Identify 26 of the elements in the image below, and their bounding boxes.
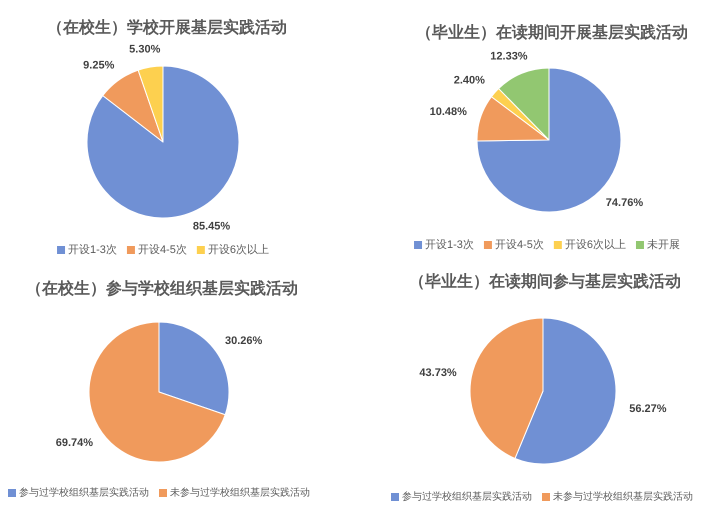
data-label: 74.76%	[606, 197, 644, 210]
legend-label: 开设1-3次	[68, 244, 117, 256]
data-label: 9.25%	[83, 60, 115, 72]
legend-label: 未开展	[646, 238, 680, 251]
data-label: 30.26%	[224, 334, 263, 347]
chart-title: （毕业生）在读期间开展基层实践活动	[416, 24, 688, 42]
data-label: 2.40%	[454, 74, 486, 87]
chart-title: （毕业生）在读期间参与基层实践活动	[409, 272, 681, 290]
legend-label: 开设4-5次	[138, 244, 187, 256]
data-label: 69.74%	[56, 437, 94, 450]
legend-label: 开设6次以上	[208, 243, 269, 256]
data-label: 56.27%	[629, 402, 667, 415]
data-label: 85.45%	[192, 220, 230, 232]
legend-label: 参与过学校组织基层实践活动	[402, 490, 532, 502]
data-label: 10.48%	[430, 106, 468, 118]
chart-title: （在校生）学校开展基层实践活动	[47, 18, 287, 36]
data-label: 12.33%	[490, 50, 528, 63]
legend-label: 开设6次以上	[564, 238, 626, 251]
legend-label: 开设1-3次	[425, 239, 474, 251]
legend-label: 未参与过学校组织基层实践活动	[553, 490, 693, 502]
data-label: 43.73%	[419, 367, 457, 380]
legend-label: 参与过学校组织基层实践活动	[19, 486, 149, 498]
data-label: 5.30%	[129, 43, 161, 56]
legend-label: 未参与过学校组织基层实践活动	[170, 486, 310, 498]
legend-label: 开设4-5次	[494, 239, 544, 251]
chart-title: （在校生）参与学校组织基层实践活动	[26, 280, 298, 298]
